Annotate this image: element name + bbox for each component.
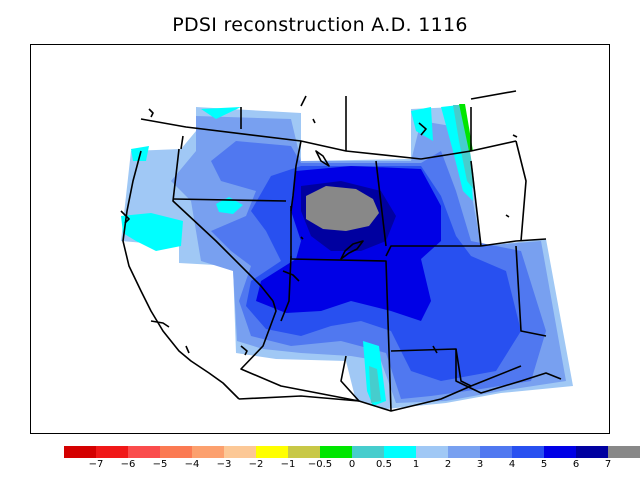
colorbar-swatch xyxy=(576,446,608,458)
colorbar-label: −3 xyxy=(216,459,232,470)
colorbar-swatch xyxy=(384,446,416,458)
great-salt-lake xyxy=(340,240,364,260)
colorbar-swatch xyxy=(320,446,352,458)
border-east-2 xyxy=(515,140,527,242)
border-or-id xyxy=(180,135,184,150)
colorbar-swatch xyxy=(128,446,160,458)
map-frame xyxy=(30,44,610,434)
border-az-nm xyxy=(340,355,360,402)
island-1 xyxy=(148,108,154,118)
border-mt-nd xyxy=(470,160,482,247)
colorbar-label: 5 xyxy=(540,459,548,470)
border-canada-4 xyxy=(300,95,307,107)
contour-region-grey xyxy=(306,186,379,231)
lake-ne2 xyxy=(432,345,438,354)
pdsi-map xyxy=(120,90,573,412)
contour-region-0-0.5 xyxy=(459,104,473,151)
colorbar-label: 3 xyxy=(476,459,484,470)
colorbar-swatch xyxy=(224,446,256,458)
colorbar-swatch xyxy=(96,446,128,458)
border-wy xyxy=(375,160,387,247)
pdsi-field xyxy=(121,104,573,409)
colorbar-swatch xyxy=(416,446,448,458)
colorbar-label: 2 xyxy=(444,459,452,470)
colorbar-swatch xyxy=(608,446,640,458)
border-canada-2 xyxy=(470,90,517,100)
contour-region-1-2-d xyxy=(201,107,241,119)
contour-region-0.5-1 xyxy=(453,105,475,191)
colorbar-swatch xyxy=(480,446,512,458)
border-wy-co xyxy=(385,245,481,257)
island-5 xyxy=(505,214,510,218)
border-us-mexico xyxy=(238,365,522,412)
border-co-nm xyxy=(390,348,472,387)
colorbar-label: 6 xyxy=(572,459,580,470)
border-nv-ut xyxy=(280,255,292,322)
border-id-mt xyxy=(290,140,302,212)
lake-yellowstone xyxy=(315,150,330,167)
colorbar-label: −4 xyxy=(184,459,200,470)
lake-powell xyxy=(240,345,248,356)
colorbar-labels: −7 −6 −5 −4 −3 −2 −1 −0.5 0 0.5 1 2 3 4 5 6 7 xyxy=(0,459,640,475)
border-az-ca xyxy=(240,300,360,402)
colorbar-swatch xyxy=(512,446,544,458)
colorbar xyxy=(64,446,640,458)
contour-region-1-2-b xyxy=(121,213,183,251)
colorbar-label: −5 xyxy=(152,459,168,470)
colorbar-label: −2 xyxy=(248,459,264,470)
pacific-coast xyxy=(122,150,240,400)
island-4 xyxy=(185,345,190,354)
contour-region-1-2-a xyxy=(216,197,243,214)
colorbar-swatch xyxy=(160,446,192,458)
island-6 xyxy=(512,134,518,138)
colorbar-label: −0.5 xyxy=(307,459,333,470)
colorbar-swatch xyxy=(256,446,288,458)
colorbar-label: 0.5 xyxy=(376,459,392,470)
colorbar-swatch xyxy=(544,446,576,458)
boundaries xyxy=(120,90,562,412)
lake-mead xyxy=(282,270,300,282)
island-7 xyxy=(312,118,316,124)
island-8 xyxy=(300,236,304,240)
colorbar-label: 1 xyxy=(412,459,420,470)
colorbar-label: −7 xyxy=(88,459,104,470)
colorbar-label: 7 xyxy=(604,459,612,470)
colorbar-swatch xyxy=(448,446,480,458)
border-east-1 xyxy=(480,238,547,247)
colorbar-swatch xyxy=(352,446,384,458)
colorbar-label: 4 xyxy=(508,459,516,470)
colorbar-swatch xyxy=(64,446,96,458)
colorbar-label: −1 xyxy=(280,459,296,470)
lake-ne xyxy=(418,122,427,136)
colorbar-swatch xyxy=(288,446,320,458)
border-or-nv xyxy=(172,198,287,202)
border-ca-nv xyxy=(172,148,274,302)
contour-region-teal-south xyxy=(369,366,381,403)
border-east-3 xyxy=(515,245,547,337)
island-2 xyxy=(120,210,130,224)
border-texas xyxy=(455,349,562,394)
contour-region-1-2-e xyxy=(411,107,433,141)
map-title: PDSI reconstruction A.D. 1116 xyxy=(172,14,468,36)
colorbar-swatch xyxy=(192,446,224,458)
colorbar-label: −6 xyxy=(120,459,136,470)
island-3 xyxy=(150,320,170,328)
border-ut-co xyxy=(290,258,392,412)
colorbar-label: 0 xyxy=(348,459,356,470)
